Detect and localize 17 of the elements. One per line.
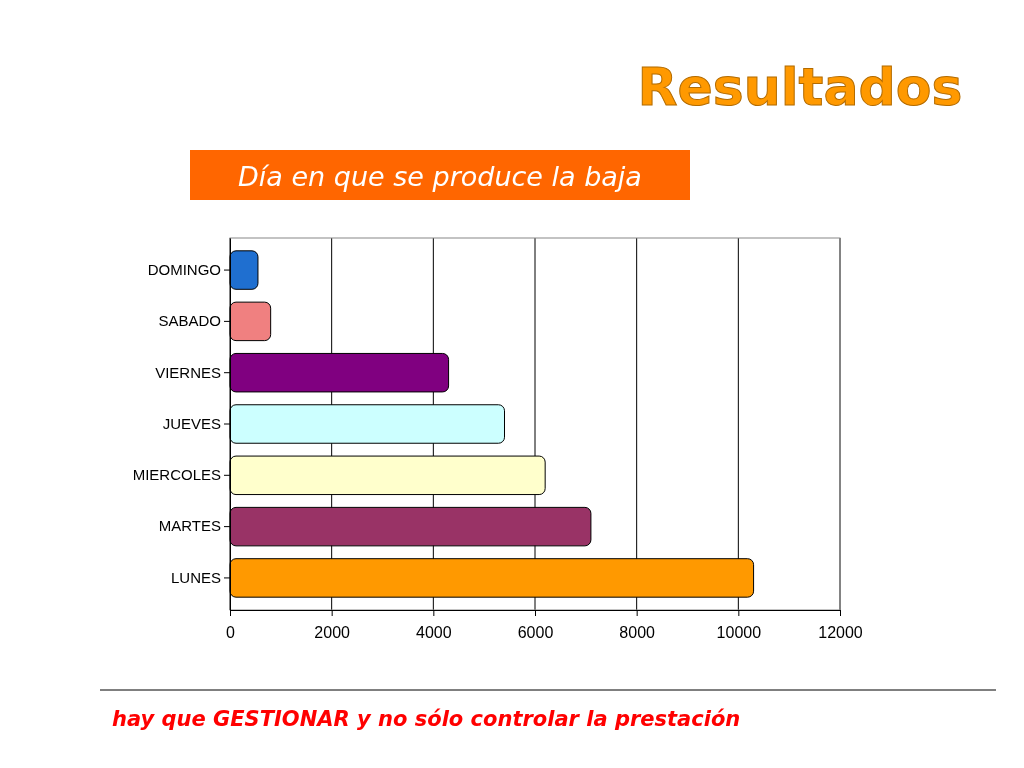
x-tick-label: 12000 [818, 624, 863, 642]
y-tick-label: JUEVES [162, 414, 221, 432]
x-tick-label: 8000 [619, 624, 656, 642]
x-tick-label: 4000 [416, 624, 452, 642]
x-tick-label: 0 [226, 624, 236, 642]
x-tick-label: 2000 [314, 624, 351, 642]
y-tick-label: LUNES [170, 568, 221, 586]
text: hay que GESTIONAR y no sólo controlar la prestación [112, 707, 741, 731]
y-tick-label: MIERCOLES [132, 466, 221, 484]
y-tick-label: SABADO [158, 312, 221, 330]
y-tick-label: MARTES [158, 517, 221, 535]
y-tick-label: VIERNES [155, 363, 221, 381]
y-tick-label: DOMINGO [147, 260, 221, 278]
x-tick-label: 6000 [517, 624, 554, 642]
x-tick-label: 10000 [716, 624, 762, 642]
chart-title: Resultados [637, 57, 963, 117]
chart-subtitle: Día en que se produce la baja [238, 161, 642, 192]
